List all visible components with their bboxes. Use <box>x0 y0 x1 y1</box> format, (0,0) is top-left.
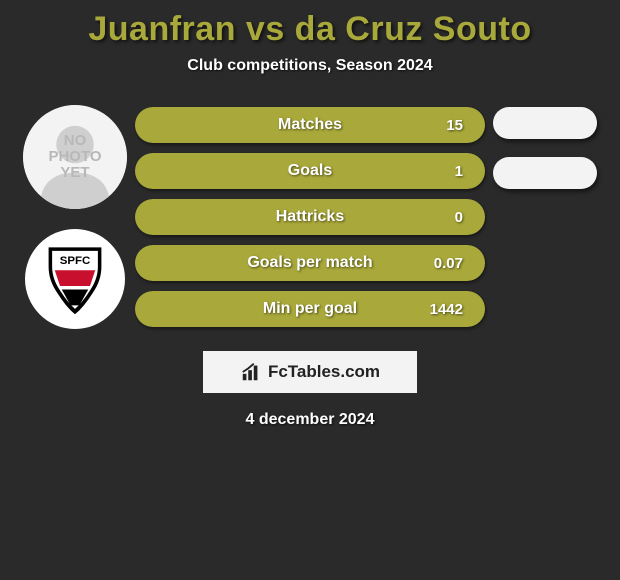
player-avatar: NO PHOTO YET <box>23 105 127 209</box>
avatar-line2: PHOTO <box>48 148 101 165</box>
stat-bar-min-per-goal: Min per goal 1442 <box>135 291 485 327</box>
comparison-pill <box>493 107 597 139</box>
stat-label: Hattricks <box>157 208 415 226</box>
stat-value: 1 <box>415 163 463 180</box>
stat-value: 0.07 <box>415 255 463 272</box>
date-text: 4 december 2024 <box>0 411 620 429</box>
stat-label: Goals per match <box>157 254 415 272</box>
source-text: FcTables.com <box>268 362 380 382</box>
stat-value: 0 <box>415 209 463 226</box>
stat-label: Min per goal <box>157 300 415 318</box>
avatar-line3: YET <box>60 164 89 181</box>
stats-bars: Matches 15 Goals 1 Hattricks 0 Goals per… <box>135 105 485 327</box>
stat-bar-goals-per-match: Goals per match 0.07 <box>135 245 485 281</box>
right-column <box>485 105 605 189</box>
stat-label: Goals <box>157 162 415 180</box>
content-row: NO PHOTO YET SPFC Matches 15 <box>0 105 620 329</box>
stat-value: 15 <box>415 117 463 134</box>
avatar-placeholder-text: NO PHOTO YET <box>48 133 101 180</box>
club-badge-icon: SPFC <box>31 235 119 323</box>
chart-icon <box>240 361 262 383</box>
stat-label: Matches <box>157 116 415 134</box>
stat-bar-matches: Matches 15 <box>135 107 485 143</box>
stat-value: 1442 <box>415 301 463 318</box>
infographic-container: Juanfran vs da Cruz Souto Club competiti… <box>0 0 620 429</box>
avatar-line1: NO <box>64 132 87 149</box>
left-column: NO PHOTO YET SPFC <box>15 105 135 329</box>
club-badge-text: SPFC <box>60 255 91 267</box>
source-badge[interactable]: FcTables.com <box>203 351 417 393</box>
club-badge: SPFC <box>25 229 125 329</box>
subtitle: Club competitions, Season 2024 <box>0 57 620 75</box>
stat-bar-goals: Goals 1 <box>135 153 485 189</box>
comparison-pill <box>493 157 597 189</box>
page-title: Juanfran vs da Cruz Souto <box>0 10 620 49</box>
stat-bar-hattricks: Hattricks 0 <box>135 199 485 235</box>
